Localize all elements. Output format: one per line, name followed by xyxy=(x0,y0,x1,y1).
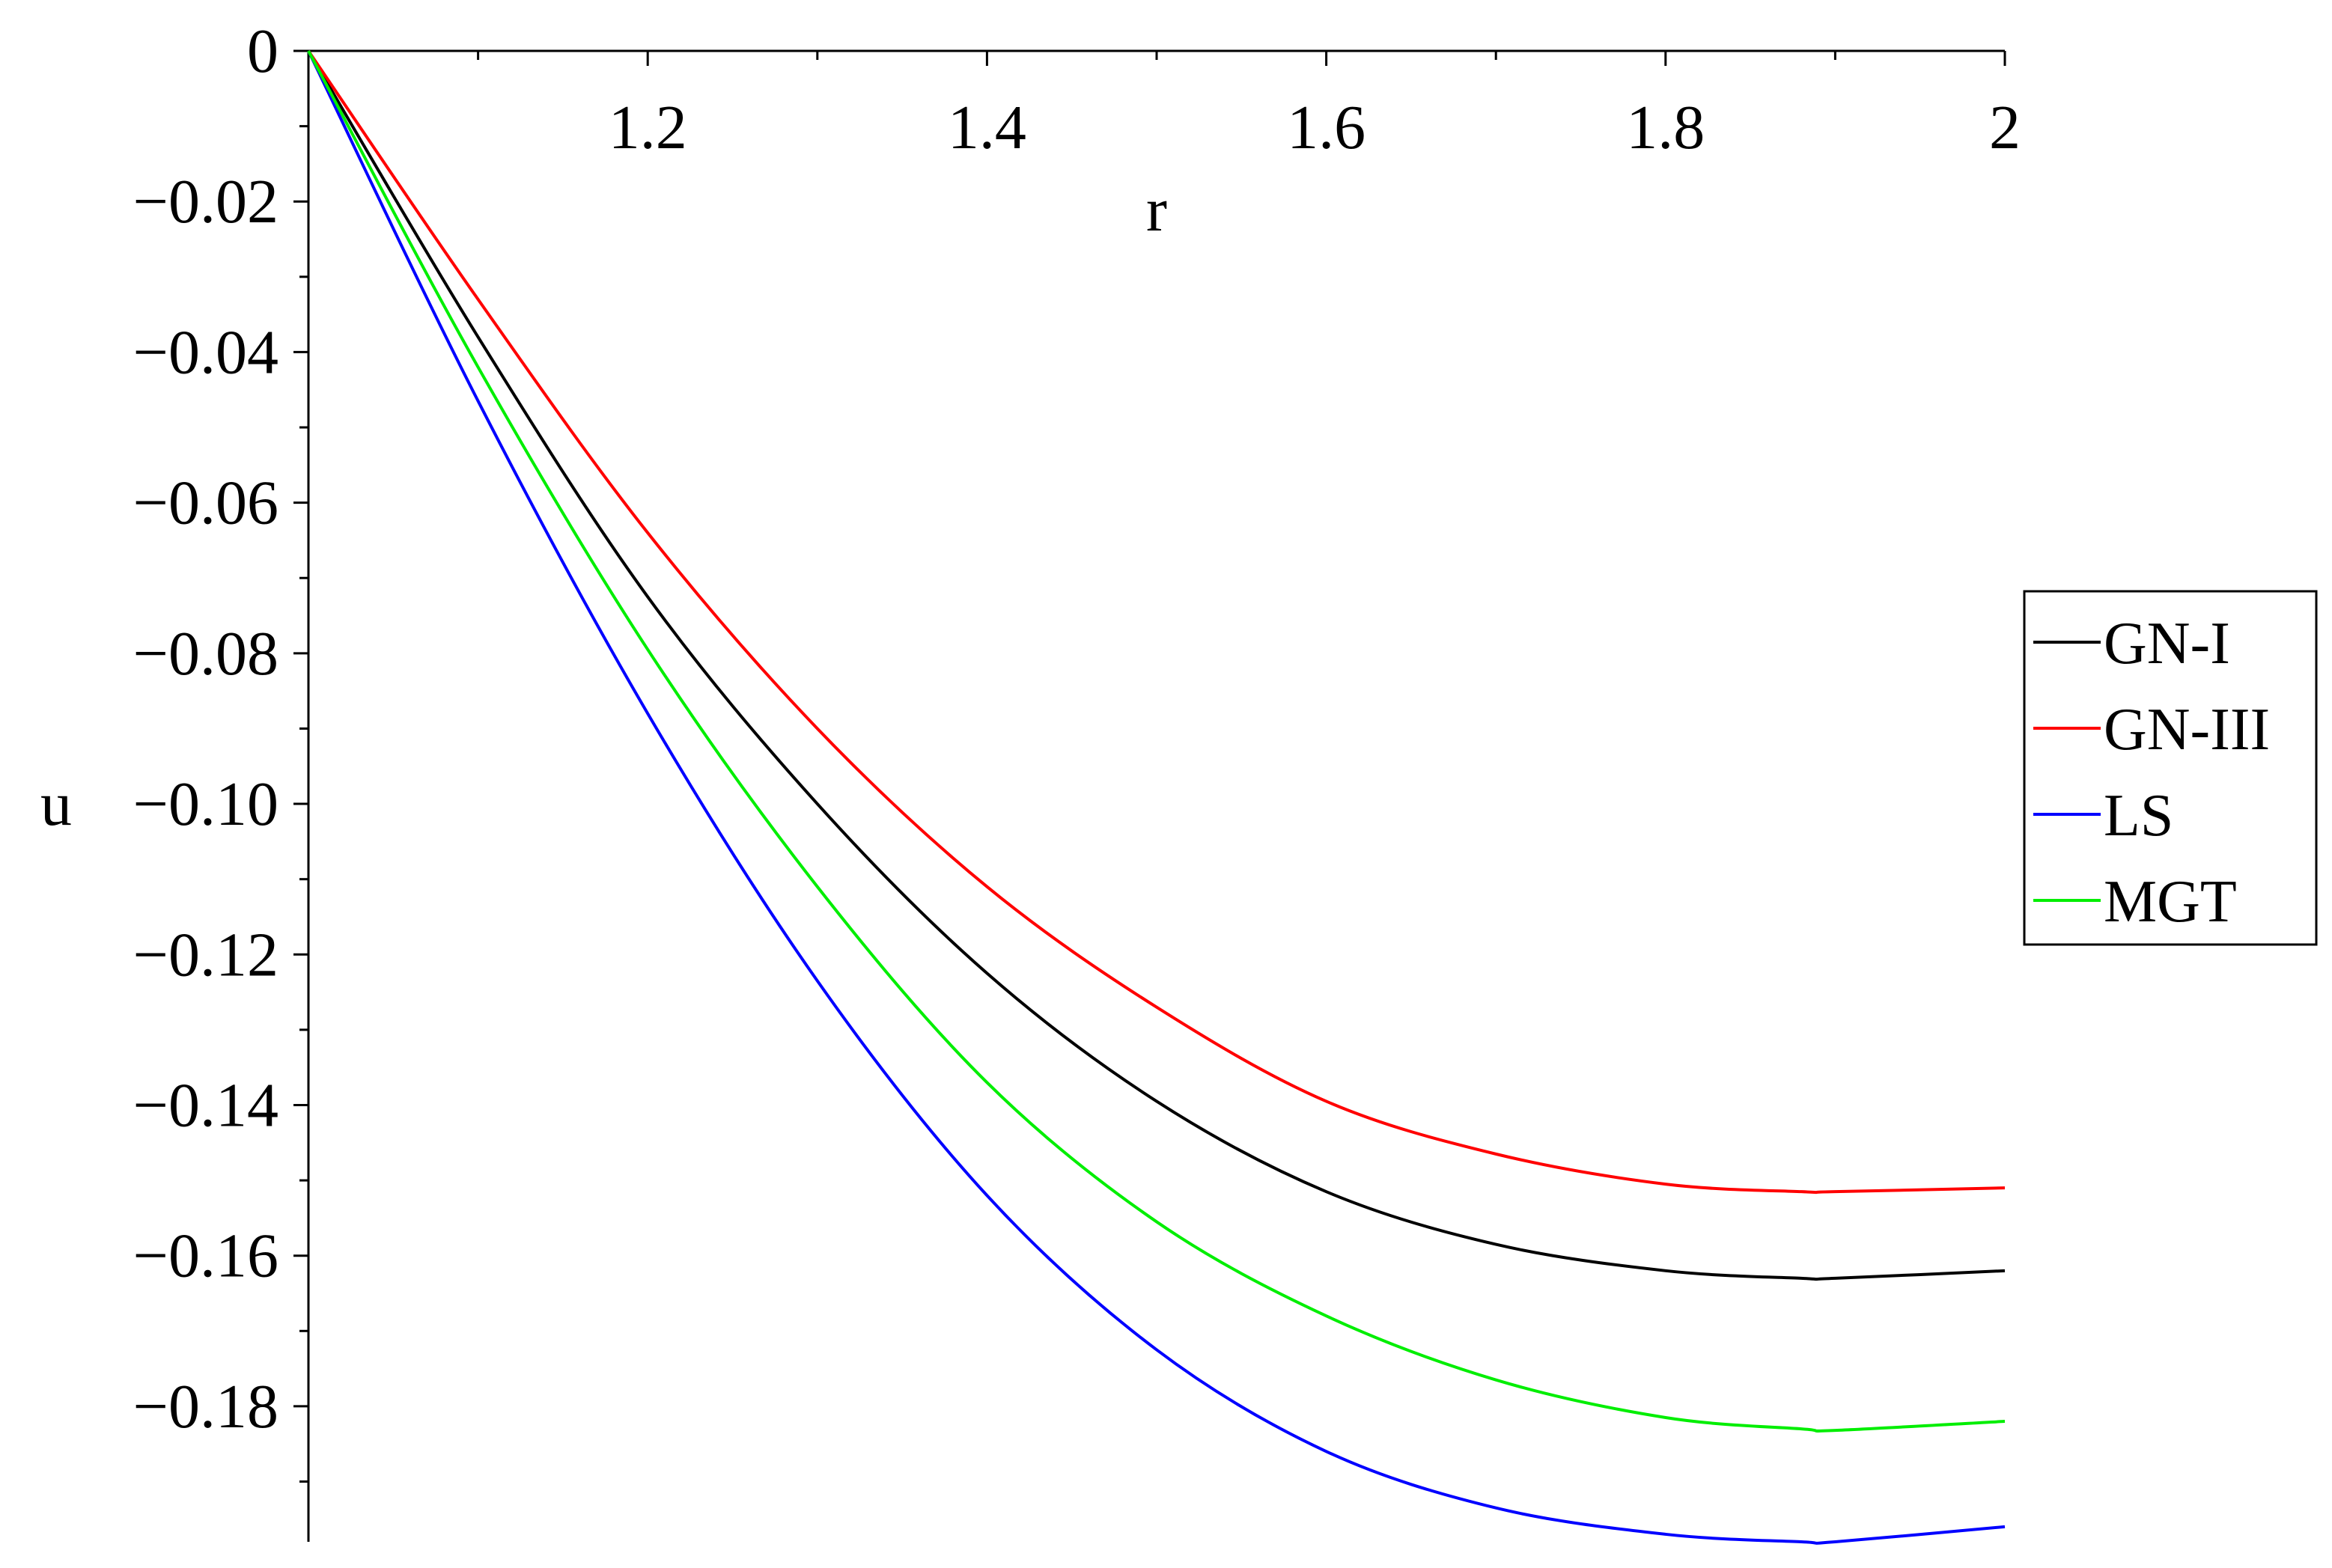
series-lines xyxy=(307,49,2006,1545)
y-tick-label: −0.12 xyxy=(133,920,278,989)
legend-label: GN-III xyxy=(2104,697,2270,763)
series-line-mgt xyxy=(307,50,2006,1433)
y-tick-label: −0.04 xyxy=(133,317,278,387)
x-tick-label: 1.8 xyxy=(1626,93,1705,162)
x-tick-label: 2 xyxy=(1989,93,2021,162)
legend-label: GN-I xyxy=(2104,611,2230,677)
y-tick-label: −0.02 xyxy=(133,167,278,237)
x-axis-label: r xyxy=(1146,175,1167,245)
legend: GN-I GN-III LS MGT xyxy=(2023,590,2318,946)
series-line-gn-i xyxy=(307,49,2006,1281)
legend-label: LS xyxy=(2104,783,2173,849)
legend-label: MGT xyxy=(2104,869,2237,935)
y-tick-label: −0.16 xyxy=(133,1221,278,1291)
x-ticks: 1.2 1.4 1.6 1.8 2 xyxy=(477,51,2021,162)
axes xyxy=(307,49,2005,1542)
legend-box xyxy=(2023,590,2318,946)
x-tick-label: 1.6 xyxy=(1287,93,1366,162)
x-tick-label: 1.2 xyxy=(609,93,687,162)
y-ticks: 0 −0.02 −0.04 −0.06 −0.08 −0.10 −0.12 −0.14 −0.1… xyxy=(133,16,308,1483)
y-tick-label: −0.18 xyxy=(133,1372,278,1442)
y-tick-label: −0.08 xyxy=(133,619,278,689)
y-tick-label: −0.14 xyxy=(133,1070,278,1140)
y-axis-label: u xyxy=(40,769,72,839)
y-tick-label: −0.06 xyxy=(133,469,278,538)
x-tick-label: 1.4 xyxy=(948,93,1026,162)
series-line-gn-iii xyxy=(307,49,2006,1195)
y-tick-label: 0 xyxy=(247,16,278,86)
series-line-ls xyxy=(307,50,2006,1545)
y-tick-label: −0.10 xyxy=(133,769,278,839)
